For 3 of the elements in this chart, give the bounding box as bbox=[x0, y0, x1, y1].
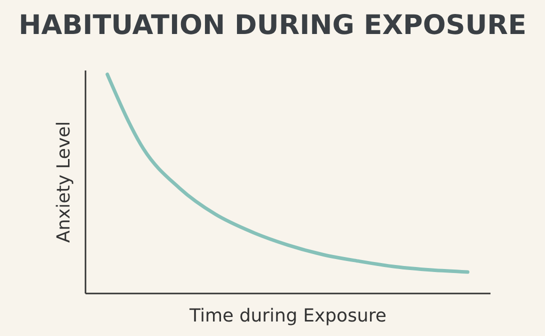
x-axis-title: Time during Exposure bbox=[188, 306, 386, 326]
y-axis-title: Anxiety Level bbox=[54, 121, 74, 243]
chart-title: HABITUATION DURING EXPOSURE bbox=[18, 10, 526, 41]
